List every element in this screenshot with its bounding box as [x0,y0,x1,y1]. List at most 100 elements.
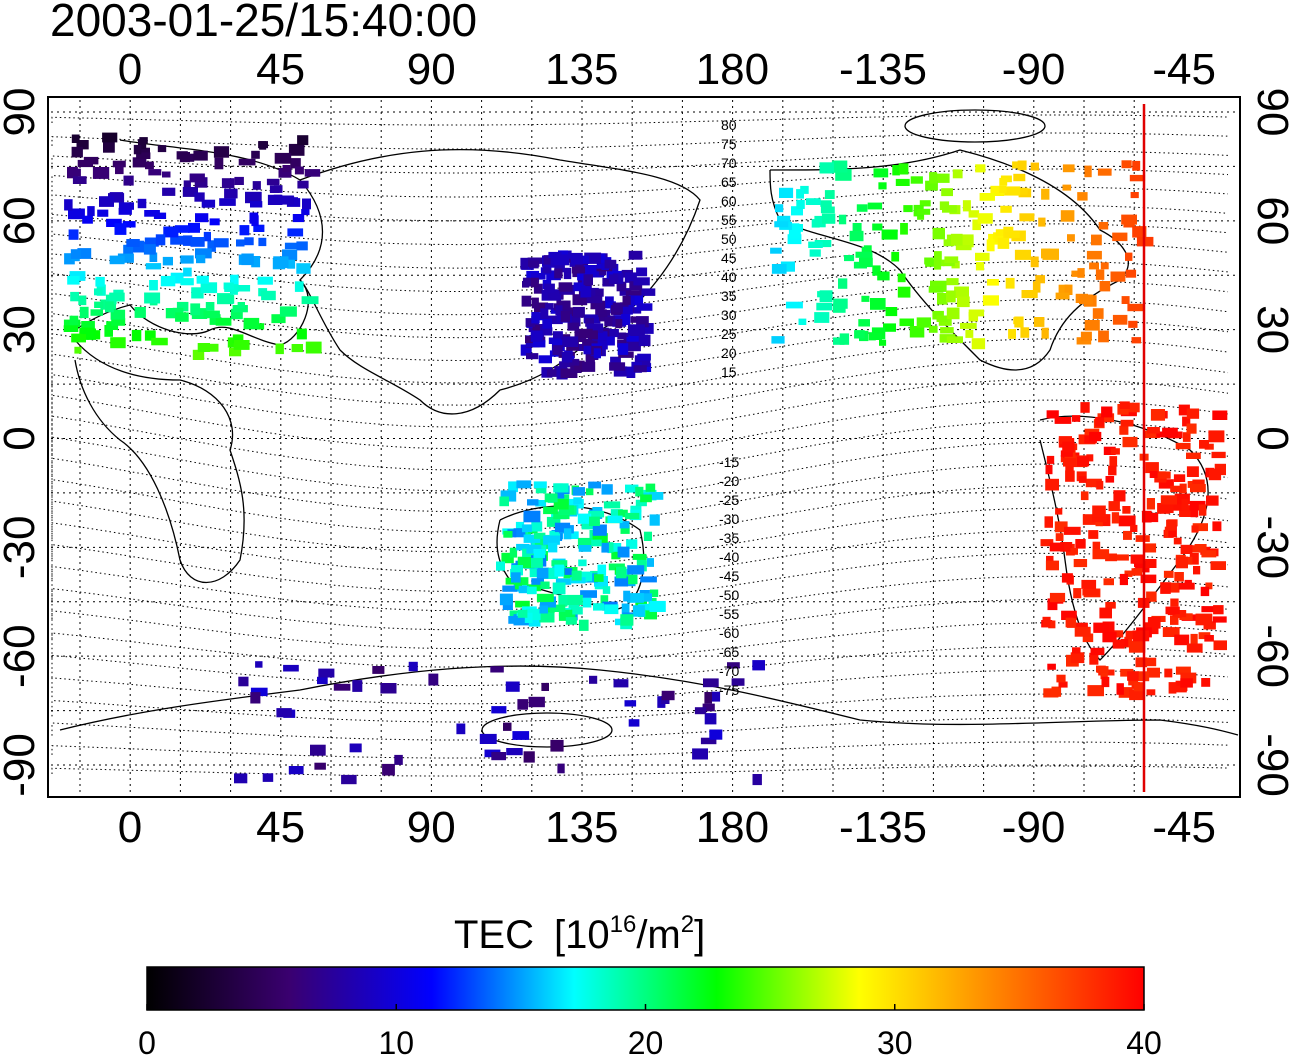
tec-cell [1204,443,1214,450]
tec-cell [1180,672,1197,684]
contour-label: 50 [721,231,737,247]
tec-cell [499,593,513,606]
tec-cell [1101,676,1110,688]
tec-cell [1189,553,1199,565]
tec-cell [993,232,1008,243]
tec-cell [552,345,563,356]
tec-cell [933,258,942,270]
tec-cell [1085,478,1102,488]
contour-curve [51,575,1229,631]
tec-cell [1120,419,1134,427]
lat-label-right: 30 [1248,305,1292,354]
tec-cell [587,288,604,297]
tec-cell [1135,560,1150,573]
tec-cell [511,572,521,583]
tec-cell [870,298,886,310]
tec-cell [636,303,653,311]
tec-cell [779,187,794,198]
tec-cell [1049,542,1065,552]
tec-cell [928,286,944,293]
tec-cell [1172,685,1187,693]
tec-cell [1079,294,1093,305]
tec-cell [988,233,998,245]
tec-cell [833,337,845,345]
contour-curve [51,358,1229,428]
tec-cell [145,161,154,170]
tec-cell [1041,327,1049,339]
tec-cell [297,180,309,189]
contour-label: 45 [721,250,737,266]
tec-cell [626,539,638,549]
tec-cell [616,281,627,292]
tec-cell [117,253,134,263]
tec-cell [296,328,307,340]
tec-cell [543,255,551,265]
tec-cell [1058,284,1068,296]
tec-cell [1129,689,1145,701]
tec-cell [986,239,995,252]
tec-cell [1212,616,1227,623]
tec-cell [186,153,195,162]
tec-cell [943,239,955,247]
tec-cell [625,512,640,520]
tec-cell [1182,416,1191,427]
tec-cell [583,265,597,277]
tec-cell [540,581,550,589]
tec-cell [112,160,126,168]
tec-cell [899,318,914,327]
tec-cell [1146,498,1155,510]
tec-cell [282,249,298,260]
tec-cell [1212,521,1222,532]
tec-cell [554,268,563,279]
tec-cell [627,565,645,575]
tec-cell [509,610,524,618]
tec-cell [636,555,647,567]
tec-cell [191,287,204,299]
tec-cell [1105,476,1115,483]
tec-cell [638,334,649,346]
tec-cell [855,251,873,258]
tec-cell [175,312,189,322]
contour-label: -35 [719,530,739,546]
tec-cell [1131,568,1143,576]
tec-cell [564,568,573,575]
tec-cell [1044,516,1053,528]
tec-cell [1061,573,1073,583]
colorbar-tick-label: 10 [378,1025,414,1057]
tec-cell [1080,491,1089,501]
tec-cell [1146,667,1160,678]
tec-cell [126,239,140,247]
tec-cell [1186,423,1197,434]
tec-cell [109,292,125,302]
tec-cell [573,497,582,505]
tec-cell [584,252,602,264]
tec-cell [623,590,631,602]
tec-cell [628,295,644,306]
tec-cell [64,253,75,265]
contour-label: -45 [719,568,739,584]
tec-cell [76,140,89,150]
tec-cell [1048,620,1056,629]
tec-cell [1105,601,1116,609]
tec-cell [1055,508,1063,515]
tec-cell [805,198,821,205]
tec-cell [380,683,397,694]
tec-cell [278,168,292,178]
tec-cell [553,254,570,266]
tec-cell [111,318,126,326]
tec-cell [276,708,292,718]
tec-cell [619,288,632,296]
tec-cell [1135,535,1150,542]
tec-cell [513,528,526,538]
tec-cell [97,209,109,217]
tec-cell [1165,606,1180,615]
tec-cell [1042,616,1051,628]
tec-cell [1102,631,1117,643]
tec-cell [858,319,870,327]
tec-cell [577,273,587,281]
tec-cell [1042,248,1059,260]
tec-cell [1181,498,1189,511]
tec-cell [539,605,548,614]
tec-cell [630,307,642,314]
tec-cell [593,348,601,359]
